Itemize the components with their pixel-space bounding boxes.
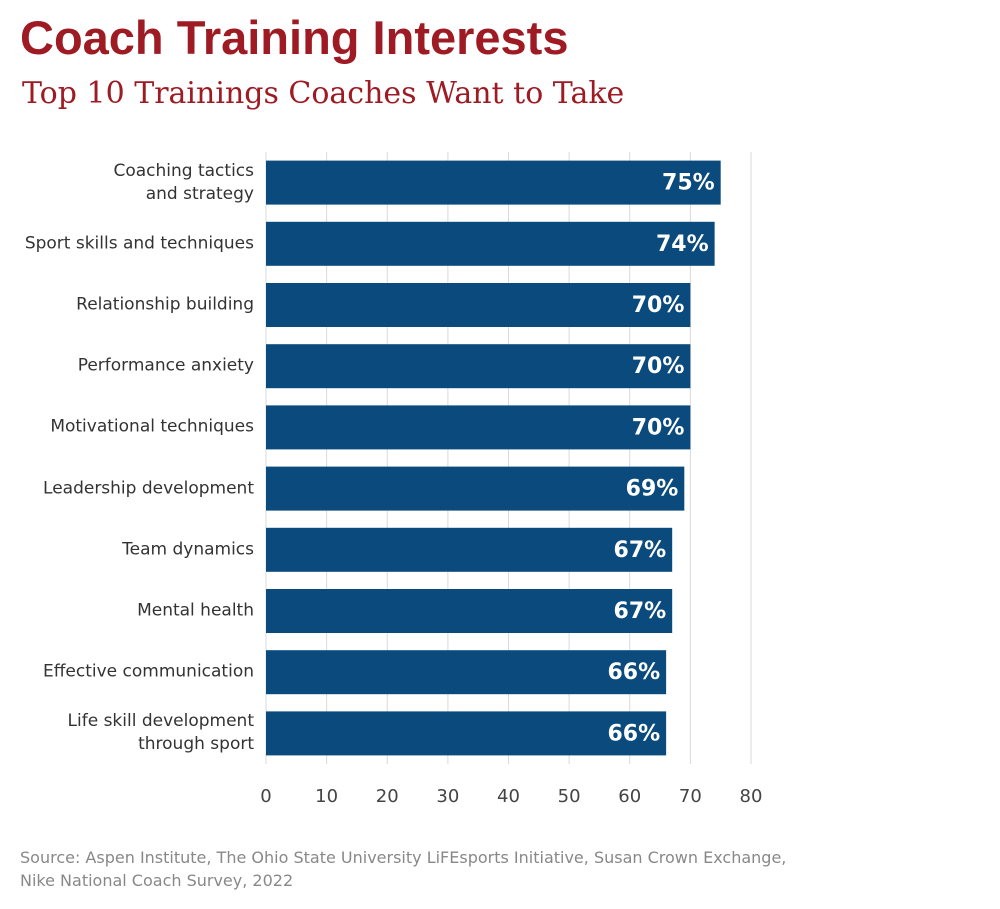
bar bbox=[266, 283, 691, 327]
category-label: Team dynamics bbox=[122, 539, 254, 560]
category-label: Sport skills and techniques bbox=[24, 233, 254, 254]
value-label: 70% bbox=[632, 354, 685, 379]
bar bbox=[266, 160, 721, 205]
category-label: Mental health bbox=[137, 600, 254, 621]
x-tick-label: 20 bbox=[376, 786, 399, 807]
bar bbox=[266, 711, 667, 756]
category-label: Effective communication bbox=[42, 661, 254, 682]
value-label: 74% bbox=[656, 232, 709, 257]
chart-subtitle: Top 10 Trainings Coaches Want to Take bbox=[22, 76, 625, 111]
value-label: 67% bbox=[614, 599, 667, 624]
category-label: Life skill development through sport bbox=[67, 711, 254, 755]
chart-title: Coach Training Interests bbox=[20, 11, 569, 64]
value-label: 66% bbox=[607, 660, 660, 685]
x-tick-label: 40 bbox=[497, 786, 520, 807]
value-label: 69% bbox=[626, 477, 679, 502]
category-label: Coaching tactics and strategy bbox=[113, 160, 254, 204]
source-note: Source: Aspen Institute, The Ohio State … bbox=[20, 848, 787, 890]
value-label: 70% bbox=[632, 415, 685, 440]
x-tick-label: 0 bbox=[260, 786, 271, 807]
value-label: 67% bbox=[614, 538, 667, 563]
x-tick-label: 30 bbox=[436, 786, 459, 807]
bar bbox=[266, 344, 691, 389]
bar bbox=[266, 466, 685, 511]
value-label: 70% bbox=[632, 293, 685, 318]
value-label: 66% bbox=[607, 721, 660, 746]
x-tick-label: 60 bbox=[618, 786, 641, 807]
category-label: Motivational techniques bbox=[50, 416, 254, 437]
bar bbox=[266, 405, 691, 450]
x-tick-label: 10 bbox=[315, 786, 338, 807]
value-label: 75% bbox=[662, 171, 715, 196]
x-tick-label: 70 bbox=[679, 786, 702, 807]
category-label: Relationship building bbox=[76, 294, 254, 315]
bar bbox=[266, 221, 715, 266]
bar bbox=[266, 650, 667, 695]
category-label: Leadership development bbox=[43, 478, 254, 499]
category-label: Performance anxiety bbox=[77, 355, 254, 376]
bar bbox=[266, 527, 673, 572]
x-tick-label: 80 bbox=[740, 786, 763, 807]
x-tick-label: 50 bbox=[558, 786, 581, 807]
bar bbox=[266, 589, 673, 633]
